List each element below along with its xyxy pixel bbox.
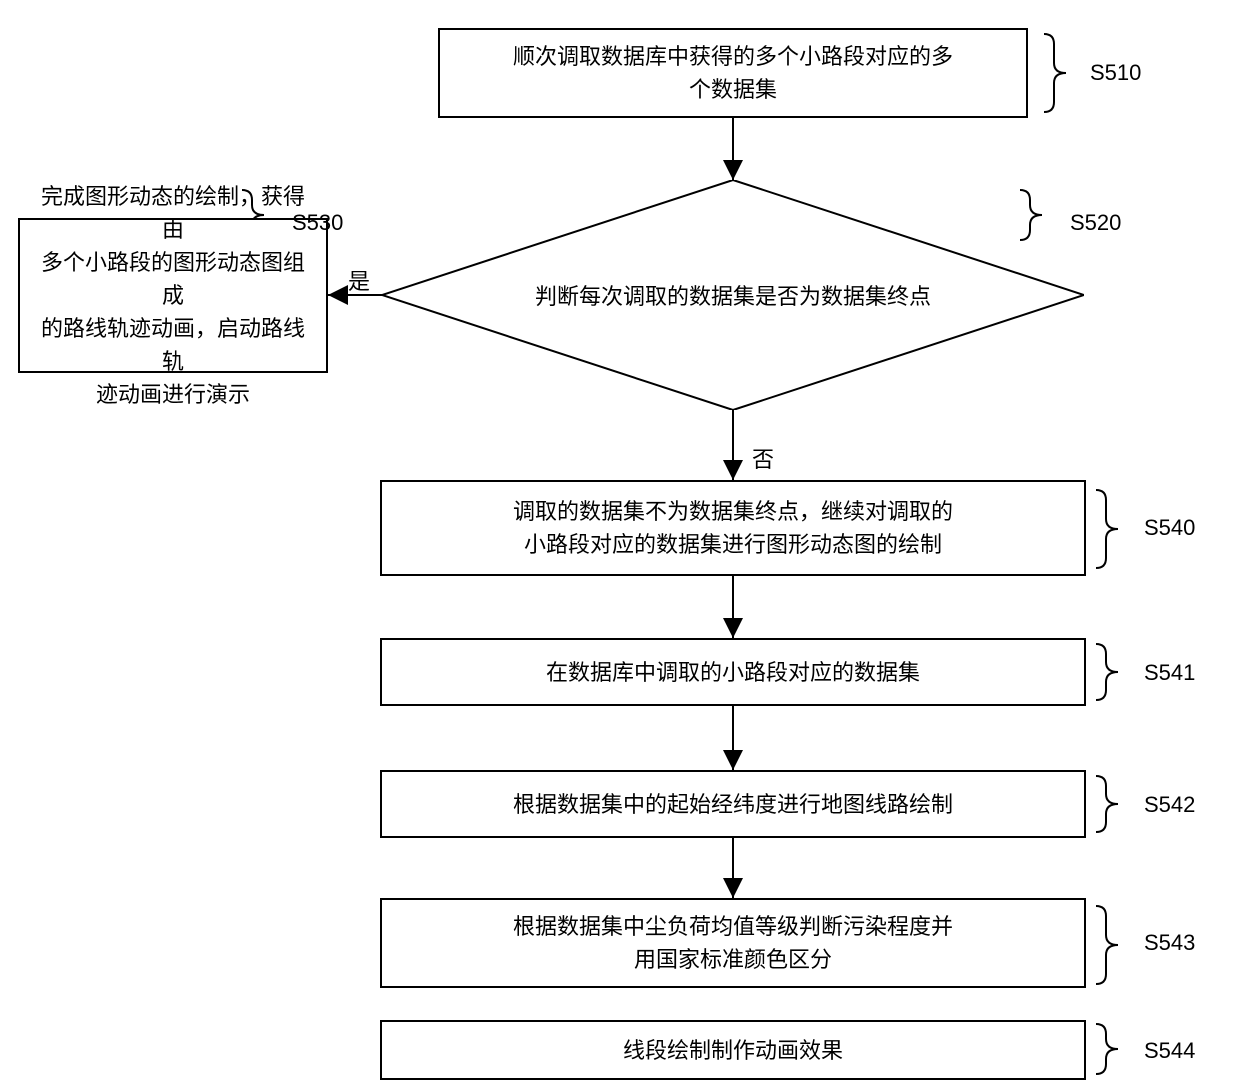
node-text: 顺次调取数据库中获得的多个小路段对应的多个数据集 — [513, 40, 953, 106]
step-label-n530: S530 — [292, 210, 343, 236]
node-text: 根据数据集中的起始经纬度进行地图线路绘制 — [513, 788, 953, 821]
brace-icon — [1096, 644, 1118, 700]
node-n542: 根据数据集中的起始经纬度进行地图线路绘制 — [380, 770, 1086, 838]
brace-icon — [1044, 34, 1066, 112]
node-text: 根据数据集中尘负荷均值等级判断污染程度并用国家标准颜色区分 — [513, 910, 953, 976]
node-n530: 完成图形动态的绘制，获得由多个小路段的图形动态图组成的路线轨迹动画，启动路线轨迹… — [18, 218, 328, 373]
brace-icon — [1096, 490, 1118, 568]
node-n541: 在数据库中调取的小路段对应的数据集 — [380, 638, 1086, 706]
node-n540: 调取的数据集不为数据集终点，继续对调取的小路段对应的数据集进行图形动态图的绘制 — [380, 480, 1086, 576]
step-label-n543: S543 — [1144, 930, 1195, 956]
flowchart-canvas: 顺次调取数据库中获得的多个小路段对应的多个数据集 S510 判断每次调取的数据集是否… — [0, 0, 1240, 1084]
brace-icon — [1096, 776, 1118, 832]
brace-icon — [1096, 1024, 1118, 1074]
step-label-n520: S520 — [1070, 210, 1121, 236]
node-n543: 根据数据集中尘负荷均值等级判断污染程度并用国家标准颜色区分 — [380, 898, 1086, 988]
edge-label-n520-n530: 是 — [348, 264, 370, 296]
node-text: 判断每次调取的数据集是否为数据集终点 — [535, 279, 931, 311]
step-label-n540: S540 — [1144, 515, 1195, 541]
node-n520: 判断每次调取的数据集是否为数据集终点 — [382, 180, 1084, 410]
node-text: 在数据库中调取的小路段对应的数据集 — [546, 656, 920, 689]
node-text: 完成图形动态的绘制，获得由多个小路段的图形动态图组成的路线轨迹动画，启动路线轨迹… — [32, 180, 314, 411]
edge-label-n520-n540: 否 — [752, 442, 774, 474]
node-n544: 线段绘制制作动画效果 — [380, 1020, 1086, 1080]
brace-icon — [1096, 906, 1118, 984]
step-label-n542: S542 — [1144, 792, 1195, 818]
node-n510: 顺次调取数据库中获得的多个小路段对应的多个数据集 — [438, 28, 1028, 118]
step-label-n544: S544 — [1144, 1038, 1195, 1064]
step-label-n541: S541 — [1144, 660, 1195, 686]
step-label-n510: S510 — [1090, 60, 1141, 86]
node-text: 线段绘制制作动画效果 — [623, 1034, 843, 1067]
node-text: 调取的数据集不为数据集终点，继续对调取的小路段对应的数据集进行图形动态图的绘制 — [513, 495, 953, 561]
